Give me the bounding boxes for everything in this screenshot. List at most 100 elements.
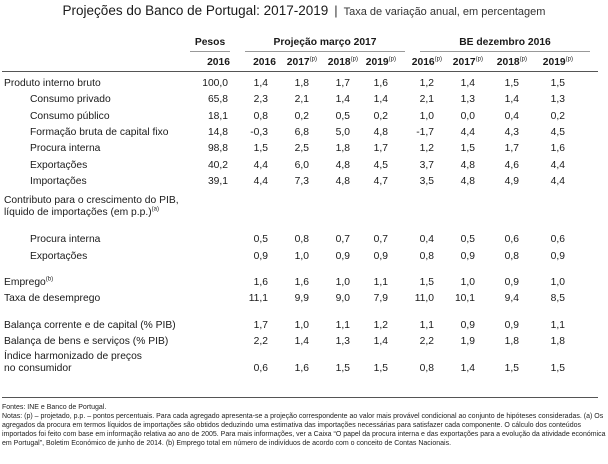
row-value: 1,6	[373, 78, 388, 89]
row-value: 0,2	[550, 111, 565, 122]
row-value: 1,5	[373, 363, 388, 374]
row-weight: 14,8	[207, 127, 228, 138]
row-label-text: Procura interna	[30, 143, 101, 154]
header-year-7: 2019(p)	[533, 57, 573, 69]
row-label-sup: (a)	[151, 206, 160, 213]
header-year-0-text: 2016	[253, 57, 276, 68]
row-label: Procura interna	[30, 234, 100, 246]
row-value: 1,7	[253, 320, 268, 331]
row-value: 1,3	[335, 336, 350, 347]
header-year-5-text: 2017	[452, 57, 476, 68]
row-label-text: Consumo público	[30, 111, 110, 122]
row-value: 0,6	[550, 234, 565, 245]
row-weight: 65,8	[207, 94, 228, 105]
row-value: 0,6	[253, 363, 268, 374]
row-value: 9,9	[294, 293, 309, 304]
row-weight: 98,8	[207, 143, 228, 154]
row-label-text: Contributo para o crescimento do PIB,	[4, 195, 179, 206]
row-label: Índice harmonizado de preços no consumido…	[4, 351, 142, 375]
header-year-7-sup: (p)	[565, 56, 573, 63]
table-title: Projeções do Banco de Portugal: 2017-201…	[0, 2, 608, 20]
header-rule-group2	[420, 51, 590, 52]
row-value: 1,4	[460, 78, 475, 89]
header-year-0: 2016	[236, 57, 276, 69]
row-value: 1,5	[419, 277, 434, 288]
row-label: Contributo para o crescimento do PIB, líq…	[4, 195, 179, 219]
row-value: 1,8	[294, 78, 309, 89]
row-value: 1,4	[504, 94, 519, 105]
row-label: Consumo público	[30, 111, 110, 123]
header-rule-group1	[245, 51, 405, 52]
row-value: 0,9	[550, 251, 565, 262]
row-value: 4,4	[253, 160, 268, 171]
header-year-6-sup: (p)	[519, 56, 527, 63]
row-label: Exportações	[30, 251, 87, 263]
row-value: -1,7	[416, 127, 434, 138]
row-value: 1,5	[504, 78, 519, 89]
header-year-2-text: 2018	[327, 57, 351, 68]
notes-text: Notas: (p) – projetado, p.p. – pontos pe…	[2, 413, 606, 447]
row-value: 0,4	[504, 111, 519, 122]
row-value: 4,8	[335, 176, 350, 187]
header-year-4-sup: (p)	[434, 56, 442, 63]
row-value: 1,4	[373, 336, 388, 347]
row-label-text: Balança de bens e serviços (% PIB)	[4, 336, 169, 347]
row-value: 0,9	[460, 251, 475, 262]
row-value: 1,2	[373, 320, 388, 331]
header-year-6: 2018(p)	[487, 57, 527, 69]
row-value: 10,1	[454, 293, 475, 304]
row-value: 0,8	[419, 251, 434, 262]
row-value: 1,8	[550, 336, 565, 347]
row-label: Balança de bens e serviços (% PIB)	[4, 336, 168, 348]
header-year-2: 2018(p)	[318, 57, 358, 69]
row-value: 9,4	[504, 293, 519, 304]
header-bottom-rule	[2, 71, 598, 72]
row-value: 1,3	[460, 94, 475, 105]
row-value: 0,5	[335, 111, 350, 122]
header-weights-year-text: 2016	[207, 57, 230, 68]
row-value: 9,0	[335, 293, 350, 304]
row-label: Produto interno bruto	[4, 78, 101, 90]
row-value: 0,9	[253, 251, 268, 262]
row-value: 1,5	[550, 363, 565, 374]
header-year-6-text: 2018	[496, 57, 520, 68]
row-value: -0,3	[250, 127, 268, 138]
row-value: 1,7	[504, 143, 519, 154]
row-label-text: Exportações	[30, 251, 88, 262]
row-value: 1,9	[460, 336, 475, 347]
row-value: 4,4	[550, 176, 565, 187]
row-value: 1,7	[373, 143, 388, 154]
row-label: Emprego(b)	[4, 277, 53, 289]
row-value: 11,0	[414, 293, 434, 304]
header-year-1-text: 2017	[286, 57, 310, 68]
row-value: 4,4	[460, 127, 475, 138]
row-value: 1,1	[550, 320, 565, 331]
row-value: 1,4	[335, 94, 350, 105]
row-value: 4,8	[373, 127, 388, 138]
row-value: 0,9	[460, 320, 475, 331]
row-value: 1,6	[550, 143, 565, 154]
table-bottom-rule	[2, 397, 598, 398]
row-value: 3,5	[419, 176, 434, 187]
row-value: 1,1	[419, 320, 434, 331]
header-group-be: BE dezembro 2016	[459, 37, 551, 48]
row-label-sup: (b)	[45, 276, 54, 283]
row-value: 1,0	[335, 277, 350, 288]
row-value: 0,9	[335, 251, 350, 262]
row-value: 5,0	[335, 127, 350, 138]
row-value: 1,1	[373, 277, 388, 288]
row-value: 2,1	[294, 94, 309, 105]
row-weight: 40,2	[207, 160, 228, 171]
row-label-text: Consumo privado	[30, 94, 111, 105]
row-label-text: Índice harmonizado de preços	[4, 351, 142, 362]
row-value: 3,7	[419, 160, 434, 171]
row-value: 4,4	[253, 176, 268, 187]
row-value: 1,2	[419, 143, 434, 154]
row-weight: 100,0	[202, 78, 228, 89]
row-value: 4,6	[504, 160, 519, 171]
row-value: 0,0	[460, 111, 475, 122]
row-value: 0,5	[460, 234, 475, 245]
row-value: 6,8	[294, 127, 309, 138]
row-label-text-line2: líquido de importações (em p.p.)	[4, 207, 152, 218]
row-value: 7,9	[373, 293, 388, 304]
